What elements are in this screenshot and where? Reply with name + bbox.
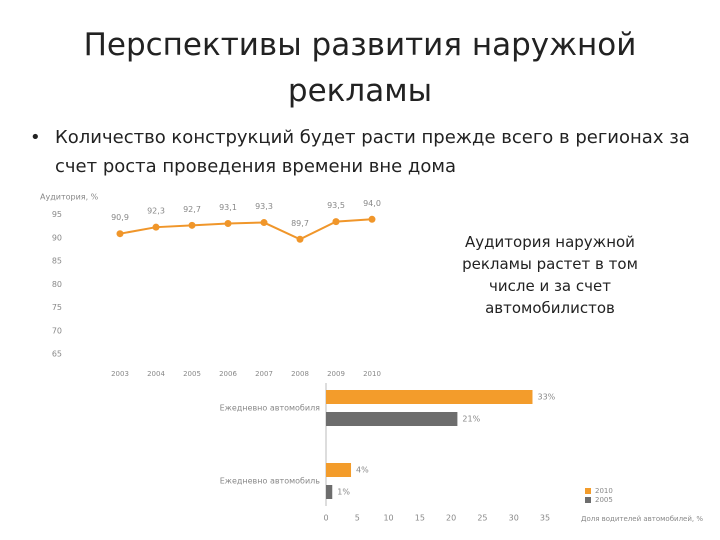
point	[368, 215, 376, 223]
point	[152, 223, 160, 231]
value-label: 4%	[356, 466, 369, 475]
legend-label: 2010	[595, 487, 613, 495]
point	[116, 230, 124, 238]
value-label: 1%	[337, 488, 350, 497]
legend-swatch	[585, 497, 591, 503]
y-tick-label: 85	[52, 257, 62, 266]
point	[224, 219, 232, 227]
x-tick-label: 10	[383, 514, 393, 523]
x-axis-label: Доля водителей автомобилей, %	[581, 515, 703, 523]
callout: Аудитория наружной рекламы растет в том …	[462, 233, 638, 317]
x-tick-label: 30	[509, 514, 519, 523]
value-label: 90,9	[111, 213, 129, 222]
x-tick-label: 2007	[255, 370, 273, 378]
y-tick-label: 80	[52, 280, 62, 289]
x-tick-label: 2008	[291, 370, 309, 378]
y-tick-label: Ежедневно автомобиля	[220, 404, 321, 413]
value-label: 89,7	[291, 219, 309, 228]
point	[260, 219, 268, 227]
x-tick-label: 2006	[219, 370, 237, 378]
x-tick-label: 2009	[327, 370, 345, 378]
value-label: 21%	[462, 415, 480, 424]
y-tick-label: 75	[52, 303, 62, 312]
line	[119, 218, 373, 241]
bullet-text: Количество конструкций будет расти прежд…	[55, 127, 690, 177]
value-label: 33%	[537, 393, 555, 402]
y-tick-label: 95	[52, 210, 62, 219]
bar	[326, 485, 333, 499]
bar	[326, 463, 352, 477]
value-label: 92,7	[183, 205, 201, 214]
value-label: 93,1	[219, 203, 237, 212]
x-tick-label: 25	[477, 514, 487, 523]
x-tick-label: 2003	[111, 370, 129, 378]
value-label: 93,5	[327, 201, 345, 210]
value-label: 94,0	[363, 199, 381, 208]
x-tick-label: 15	[415, 514, 425, 523]
slide-title: Перспективы развития наружной рекламы	[83, 27, 637, 109]
x-tick-label: 35	[540, 514, 550, 523]
y-tick-label: 90	[52, 233, 62, 242]
value-label: 92,3	[147, 207, 165, 216]
legend-label: 2005	[595, 496, 613, 504]
y-axis-label: Аудитория, %	[40, 193, 99, 202]
bullet-dot: •	[30, 127, 41, 148]
bar	[326, 390, 533, 404]
value-label: 93,3	[255, 202, 273, 211]
x-tick-label: 0	[323, 514, 328, 523]
x-tick-label: 5	[355, 514, 360, 523]
x-tick-label: 2010	[363, 370, 381, 378]
y-tick-label: Ежедневно автомобиль	[220, 477, 321, 486]
point	[296, 235, 304, 243]
x-tick-label: 2005	[183, 370, 201, 378]
point	[188, 221, 196, 229]
y-tick-label: 70	[52, 326, 62, 335]
x-tick-label: 2004	[147, 370, 165, 378]
legend-swatch	[585, 488, 591, 494]
point	[332, 218, 340, 226]
bar	[326, 412, 458, 426]
x-tick-label: 20	[446, 514, 456, 523]
y-tick-label: 65	[52, 350, 62, 359]
